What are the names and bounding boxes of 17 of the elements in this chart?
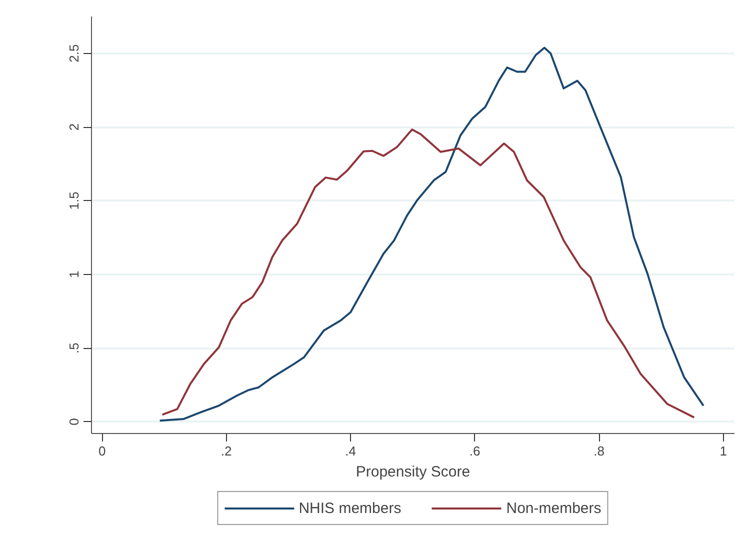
x-tick-label: 0 bbox=[98, 444, 106, 458]
legend-label: NHIS members bbox=[298, 500, 402, 516]
y-tick-label: .5 bbox=[66, 342, 82, 354]
y-tick-label: 0 bbox=[66, 418, 82, 426]
x-tick-label: .2 bbox=[220, 444, 232, 458]
line-series bbox=[161, 128, 696, 418]
x-tick-label: .6 bbox=[469, 444, 480, 458]
x-tick-label: .8 bbox=[594, 444, 604, 458]
x-tick-label: .4 bbox=[345, 444, 356, 458]
y-tick-label: 1.5 bbox=[66, 192, 82, 210]
y-tick-label: 2.5 bbox=[66, 44, 82, 62]
y-tick-label: 1 bbox=[66, 270, 82, 278]
x-tick-label: 1 bbox=[720, 444, 727, 458]
x-axis-title: Propensity Score bbox=[356, 464, 470, 480]
y-tick-label: 2 bbox=[66, 123, 82, 131]
line-series bbox=[158, 46, 704, 422]
legend-label: Non-members bbox=[506, 500, 602, 516]
